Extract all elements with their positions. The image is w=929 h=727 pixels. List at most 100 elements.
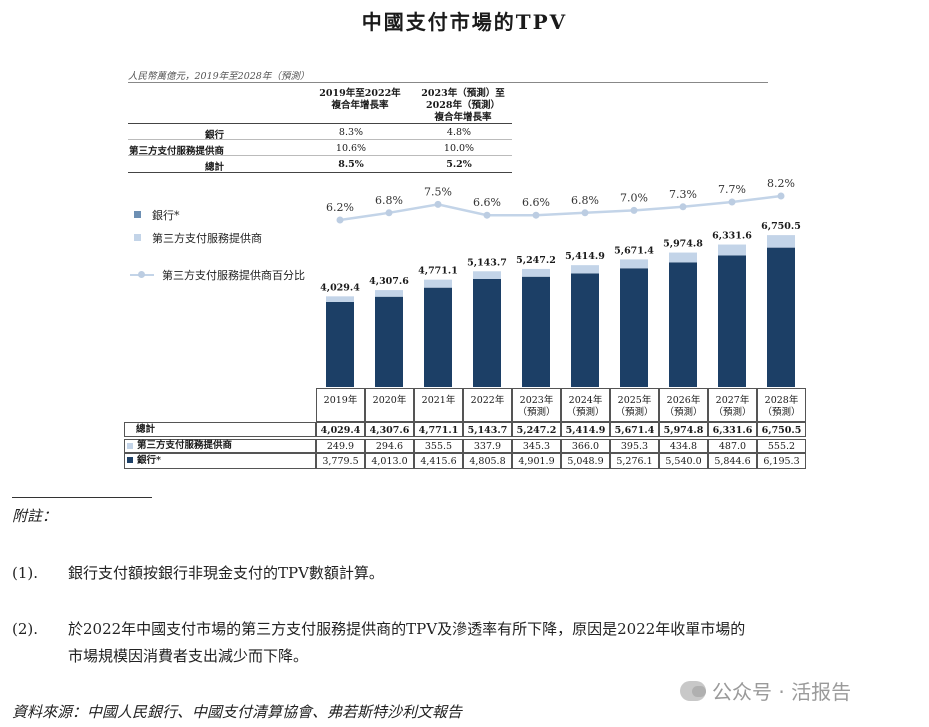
table-cell-0-4: 5,247.2 — [512, 422, 561, 437]
legend-share-label: 第三方支付服務提供商百分比 — [162, 269, 305, 282]
cagr-rule-2 — [128, 155, 512, 156]
table-header-9: 2028年 （預測） — [757, 388, 806, 422]
share-point-6 — [630, 206, 638, 214]
table-cell-0-5: 5,414.9 — [561, 422, 610, 437]
total-label-2: 4,771.1 — [418, 266, 458, 277]
note-1-number: (1). — [12, 564, 39, 582]
source-note: 資料來源：中國人民銀行、中國支付清算協會、弗若斯特沙利文報告 — [12, 703, 463, 721]
unit-note: 人民幣萬億元，2019年至2028年（預測） — [128, 71, 310, 82]
notes-heading: 附註： — [12, 507, 58, 525]
cagr-header-2: 2023年（預測）至 2028年（預測） 複合年增長率 — [421, 88, 505, 123]
cagr-tpp-v2: 10.0% — [443, 143, 475, 154]
table-cell-1-1: 294.6 — [365, 439, 414, 453]
page-title: 中國支付市場的TPV — [361, 10, 568, 34]
table-cell-1-3: 337.9 — [463, 439, 512, 453]
table-header-0: 2019年 — [316, 388, 365, 422]
table-cell-2-4: 4,901.9 — [512, 453, 561, 469]
table-header-8: 2027年 （預測） — [708, 388, 757, 422]
cagr-rule-top — [128, 123, 512, 124]
cagr-tpp-v1: 10.6% — [335, 143, 367, 154]
table-cell-2-0: 3,779.5 — [316, 453, 365, 469]
table-header-7: 2026年 （預測） — [659, 388, 708, 422]
table-cell-0-0: 4,029.4 — [316, 422, 365, 437]
bar-tpp-4 — [522, 268, 550, 277]
table-cell-2-8: 5,844.6 — [708, 453, 757, 469]
note-2-text: 於2022年中國支付市場的第三方支付服務提供商的TPV及滲透率有所下降，原因是2… — [68, 620, 746, 638]
total-label-8: 6,331.6 — [712, 231, 752, 242]
bar-tpp-3 — [473, 271, 501, 279]
total-label-1: 4,307.6 — [369, 276, 409, 287]
share-point-0 — [336, 216, 344, 224]
legend-share-marker — [138, 271, 145, 278]
share-label-2: 7.5% — [424, 185, 452, 198]
table-cell-2-1: 4,013.0 — [365, 453, 414, 469]
share-point-7 — [679, 203, 687, 211]
table-cell-2-5: 5,048.9 — [561, 453, 610, 469]
share-line — [339, 194, 782, 222]
table-cell-1-6: 395.3 — [610, 439, 659, 453]
watermark-text: 公众号 · 活报告 — [712, 680, 852, 704]
share-point-5 — [581, 209, 589, 217]
bar-bank-1 — [375, 296, 403, 387]
bar-bank-6 — [620, 268, 648, 387]
cagr-bank-v2: 4.8% — [446, 127, 472, 138]
bar-bank-5 — [571, 273, 599, 387]
table-row-label-cell-0 — [124, 422, 316, 437]
table-cell-2-9: 6,195.3 — [757, 453, 806, 469]
share-point-9 — [777, 192, 785, 200]
share-label-8: 7.7% — [718, 183, 746, 196]
table-cell-0-7: 5,974.8 — [659, 422, 708, 437]
cagr-label-tpp: 第三方支付服務提供商 — [128, 146, 224, 157]
cagr-rule-1 — [128, 139, 512, 140]
total-label-4: 5,247.2 — [516, 255, 556, 266]
table-row-swatch-2 — [127, 457, 133, 463]
share-point-4 — [532, 211, 540, 219]
share-label-3: 6.6% — [473, 196, 501, 209]
bar-bank-0 — [326, 301, 354, 387]
bar-bank-8 — [718, 255, 746, 387]
table-row-label-2: 銀行* — [137, 455, 161, 466]
share-label-0: 6.2% — [326, 201, 354, 214]
bar-bank-7 — [669, 262, 697, 387]
bar-tpp-8 — [718, 244, 746, 256]
table-cell-2-3: 4,805.8 — [463, 453, 512, 469]
bar-bank-3 — [473, 278, 501, 387]
bar-bank-4 — [522, 276, 550, 387]
table-cell-2-7: 5,540.0 — [659, 453, 708, 469]
table-header-4: 2023年 （預測） — [512, 388, 561, 422]
share-label-6: 7.0% — [620, 191, 648, 204]
legend-tpp-label: 第三方支付服務提供商 — [152, 232, 262, 245]
table-header-6: 2025年 （預測） — [610, 388, 659, 422]
table-row-label-0: 總計 — [136, 424, 156, 435]
bar-tpp-9 — [767, 235, 795, 248]
table-cell-0-6: 5,671.4 — [610, 422, 659, 437]
note-2-number: (2). — [12, 620, 39, 638]
table-row-label-cell-2 — [124, 453, 316, 469]
table-cell-0-3: 5,143.7 — [463, 422, 512, 437]
share-label-9: 8.2% — [767, 177, 795, 190]
table-row-label-cell-1 — [124, 439, 316, 453]
table-cell-0-8: 6,331.6 — [708, 422, 757, 437]
bar-tpp-7 — [669, 252, 697, 263]
note-2-text-cont: 市場規模因消費者支出減少而下降。 — [68, 647, 309, 665]
table-cell-1-9: 555.2 — [757, 439, 806, 453]
table-cell-1-4: 345.3 — [512, 439, 561, 453]
wechat-icon — [680, 680, 706, 701]
cagr-label-total: 總計 — [204, 162, 224, 173]
total-label-7: 5,974.8 — [663, 239, 703, 250]
table-cell-0-1: 4,307.6 — [365, 422, 414, 437]
share-label-5: 6.8% — [571, 194, 599, 207]
share-label-4: 6.6% — [522, 196, 550, 209]
watermark: 公众号 · 活报告 — [680, 676, 851, 705]
total-label-5: 5,414.9 — [565, 251, 605, 262]
total-label-3: 5,143.7 — [467, 257, 507, 268]
legend-bank-label: 銀行* — [152, 209, 180, 222]
table-cell-1-7: 434.8 — [659, 439, 708, 453]
notes-rule — [12, 497, 152, 498]
cagr-total-v1: 8.5% — [338, 159, 364, 170]
note-1-text: 銀行支付額按銀行非現金支付的TPV數額計算。 — [68, 564, 384, 582]
table-cell-2-2: 4,415.6 — [414, 453, 463, 469]
legend-tpp-swatch — [134, 234, 141, 241]
table-cell-1-5: 366.0 — [561, 439, 610, 453]
table-row-swatch-1 — [127, 443, 133, 449]
